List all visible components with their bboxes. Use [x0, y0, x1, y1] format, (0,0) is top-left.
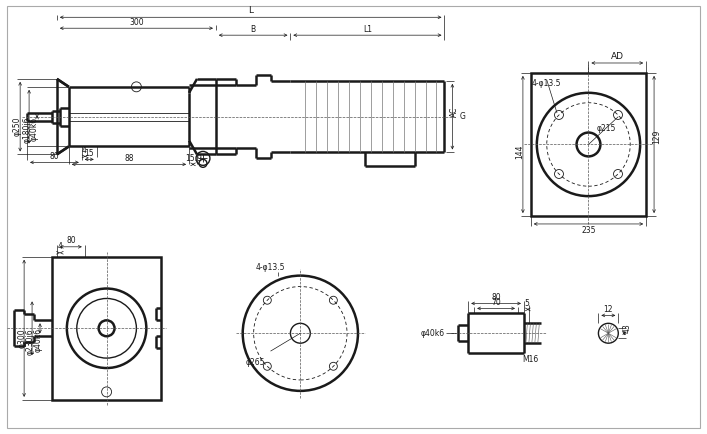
Text: B: B	[250, 25, 256, 34]
Text: 4-φ13.5: 4-φ13.5	[532, 79, 561, 88]
Text: AC: AC	[450, 106, 459, 117]
Text: φ265: φ265	[246, 358, 265, 367]
Text: AD: AD	[611, 52, 624, 61]
Text: 70: 70	[491, 298, 501, 307]
Text: 144: 144	[515, 145, 525, 159]
Text: φ40k6: φ40k6	[30, 117, 39, 141]
Text: φ40k6: φ40k6	[420, 329, 445, 338]
Text: G: G	[460, 112, 465, 121]
Text: L1: L1	[363, 25, 372, 34]
Text: 80: 80	[49, 152, 59, 161]
Text: 300: 300	[129, 18, 144, 27]
Bar	[531, 73, 646, 216]
Text: 80: 80	[491, 293, 501, 302]
Text: φ180j6: φ180j6	[23, 117, 32, 143]
Text: L: L	[248, 7, 253, 15]
Text: M16: M16	[522, 355, 539, 364]
Text: φ230j6: φ230j6	[25, 328, 35, 355]
Text: 129: 129	[653, 130, 662, 145]
Text: φ215: φ215	[597, 124, 616, 132]
Text: 4-φ13.5: 4-φ13.5	[256, 263, 286, 272]
Text: 5: 5	[524, 299, 529, 308]
Text: 43: 43	[623, 323, 632, 333]
Text: φ300: φ300	[18, 328, 27, 348]
Text: φ40k6: φ40k6	[33, 328, 42, 352]
Text: 12: 12	[604, 305, 613, 314]
Bar	[52, 257, 161, 400]
Text: 15.9: 15.9	[186, 154, 202, 163]
Text: 88: 88	[124, 154, 134, 163]
Text: 235: 235	[581, 226, 596, 235]
Text: 80: 80	[66, 237, 76, 245]
Text: φ250: φ250	[13, 117, 22, 136]
Text: 4: 4	[81, 146, 86, 155]
Text: 15: 15	[84, 149, 94, 158]
Text: 4: 4	[57, 242, 62, 251]
